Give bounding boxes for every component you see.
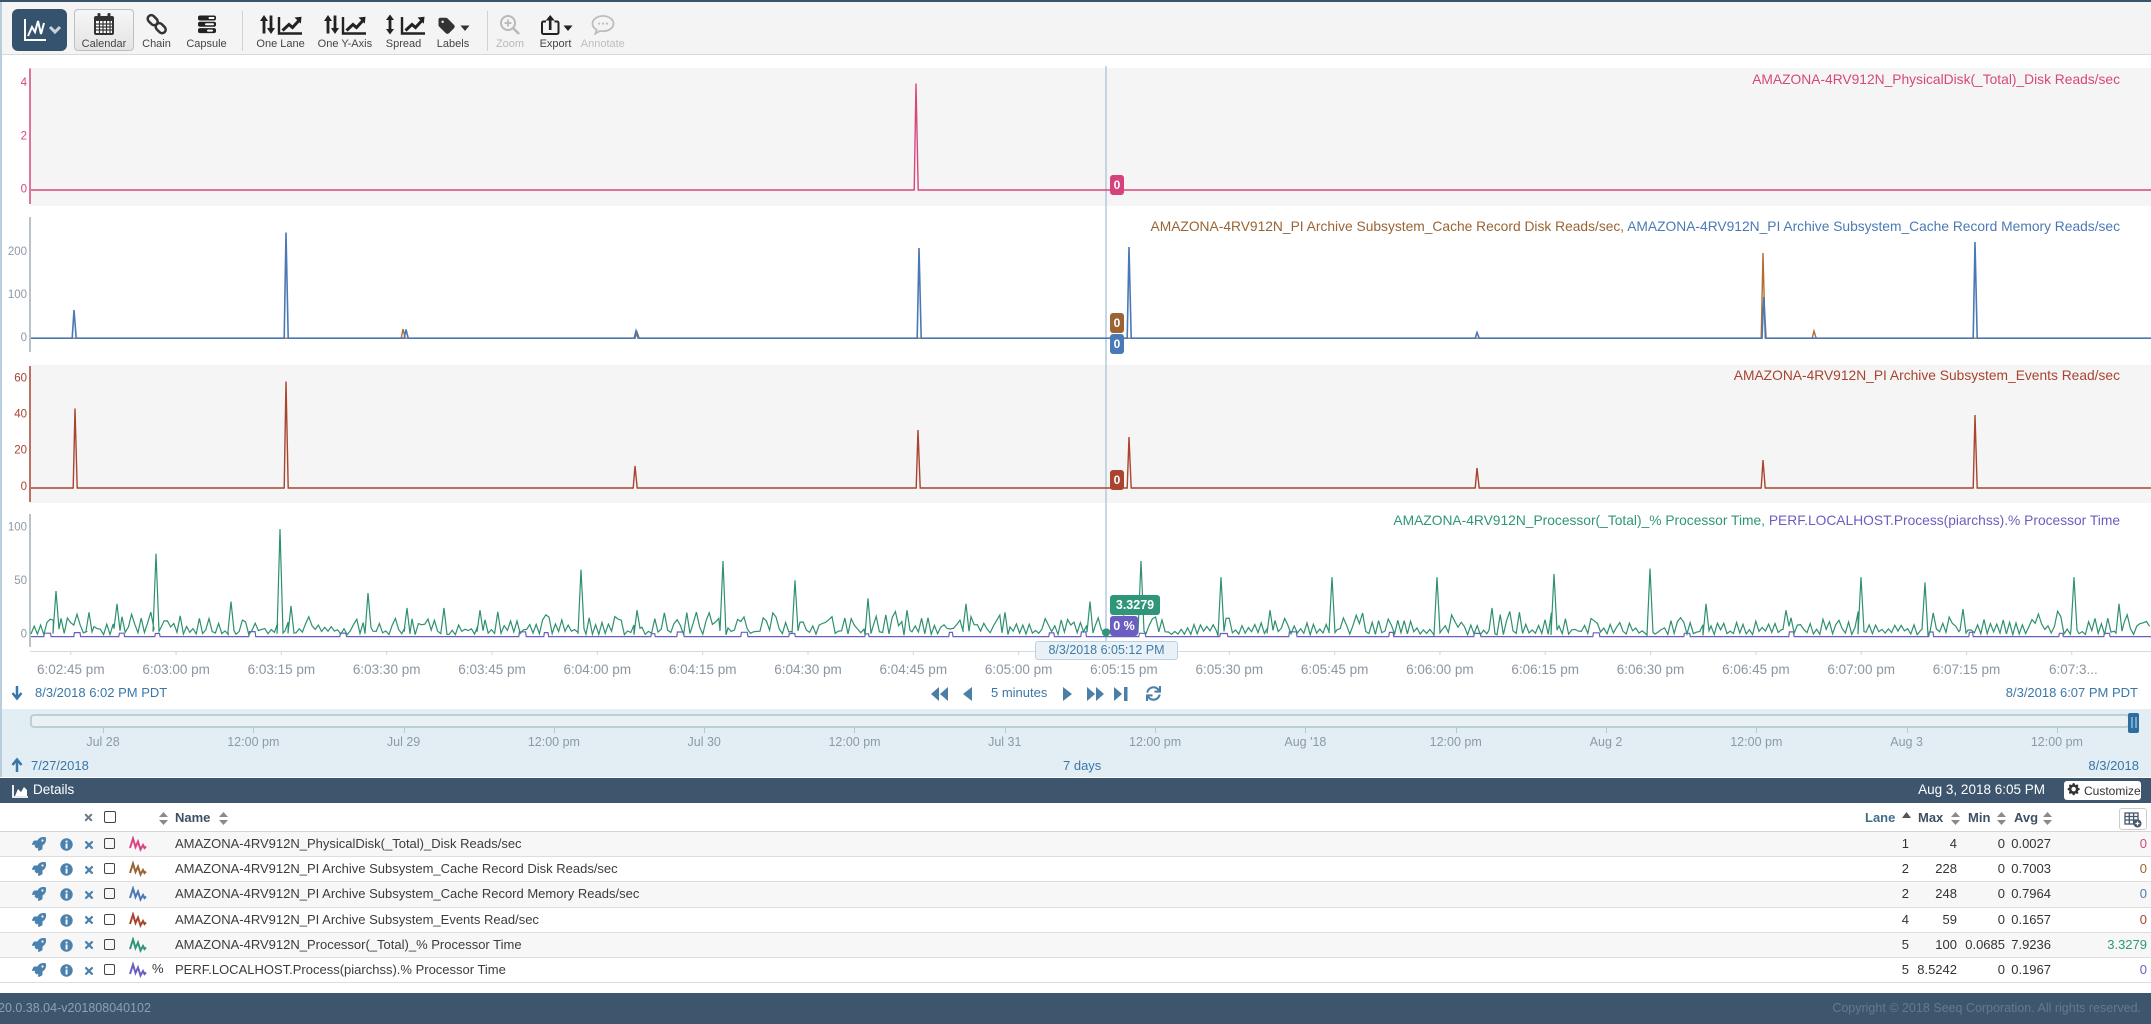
svg-text:AMAZONA-4RV912N_PI Archive Sub: AMAZONA-4RV912N_PI Archive Subsystem_Eve… [1734, 368, 2120, 383]
svg-text:100: 100 [8, 522, 27, 534]
svg-text:AMAZONA-4RV912N_PhysicalDisk(_: AMAZONA-4RV912N_PhysicalDisk(_Total)_Dis… [1752, 72, 2120, 87]
svg-text:200: 200 [8, 246, 27, 258]
svg-text:2: 2 [21, 131, 27, 143]
svg-text:20: 20 [14, 445, 27, 457]
svg-text:0: 0 [21, 629, 27, 641]
svg-text:0: 0 [21, 481, 27, 493]
svg-text:AMAZONA-4RV912N_Processor(_Tot: AMAZONA-4RV912N_Processor(_Total)_% Proc… [1393, 513, 2120, 528]
svg-text:0: 0 [21, 332, 27, 344]
svg-text:AMAZONA-4RV912N_PI Archive Sub: AMAZONA-4RV912N_PI Archive Subsystem_Cac… [1151, 219, 2121, 234]
svg-text:50: 50 [14, 575, 27, 587]
svg-text:60: 60 [14, 373, 27, 385]
svg-text:4: 4 [21, 77, 28, 89]
svg-text:0: 0 [21, 184, 27, 196]
svg-text:100: 100 [8, 289, 27, 301]
svg-text:40: 40 [14, 409, 27, 421]
